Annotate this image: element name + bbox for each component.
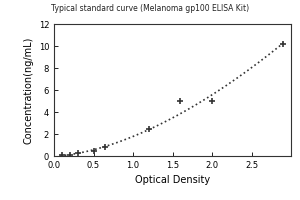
Y-axis label: Concentration(ng/mL): Concentration(ng/mL) bbox=[23, 36, 33, 144]
X-axis label: Optical Density: Optical Density bbox=[135, 175, 210, 185]
Text: Typical standard curve (Melanoma gp100 ELISA Kit): Typical standard curve (Melanoma gp100 E… bbox=[51, 4, 249, 13]
